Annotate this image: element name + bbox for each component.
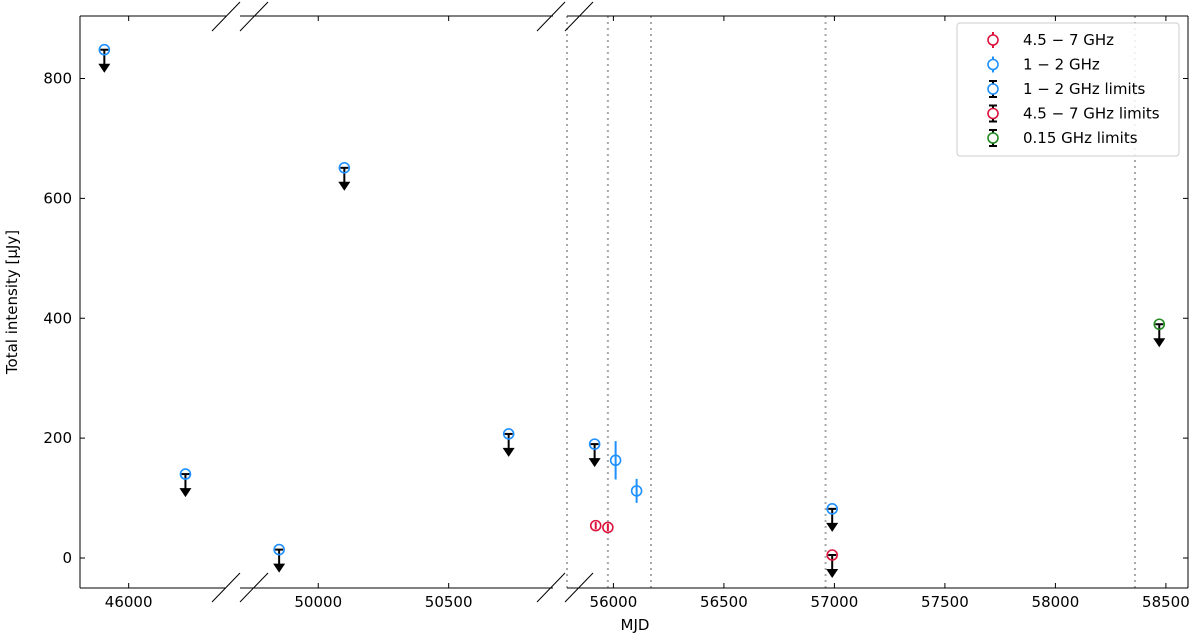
upper-limit-arrow (98, 63, 111, 73)
upper-limit-arrow (338, 181, 351, 191)
x-tick-label: 46000 (105, 593, 153, 611)
axis-break-mark (239, 1, 269, 32)
legend-marker (987, 34, 999, 46)
legend-box (956, 22, 1180, 157)
data-point (630, 485, 643, 497)
limit-point (826, 549, 838, 561)
x-axis-title: MJD (621, 616, 650, 634)
legend-entry: 1 − 2 GHz limits (987, 80, 1145, 98)
legend-label: 1 − 2 GHz (1023, 56, 1100, 74)
legend: 4.5 − 7 GHz 1 − 2 GHz 1 − 2 GHz limits 4.5 … (956, 22, 1180, 157)
y-tick-label: 200 (43, 429, 72, 447)
legend-entry: 4.5 − 7 GHz limits (987, 104, 1160, 123)
limit-point (588, 438, 601, 450)
data-marks (98, 43, 1166, 579)
legend-label: 4.5 − 7 GHz limits (1023, 105, 1160, 123)
upper-limit-arrow (826, 522, 839, 532)
limit-point (338, 162, 351, 174)
x-tick-label: 50000 (294, 593, 342, 611)
legend-marker (987, 132, 999, 144)
limit-point (98, 43, 111, 56)
axis-break-mark (239, 572, 269, 603)
y-tick-label: 400 (43, 309, 72, 327)
axis-break-mark (536, 572, 566, 603)
data-point (589, 519, 602, 532)
limit-point (179, 468, 192, 480)
axes: 0 200 400 600 800 46000 50000 50500 56000 56500 57… (43, 1, 1190, 611)
legend-entry: 0.15 GHz limits (987, 129, 1138, 147)
x-tick-label: 57500 (921, 593, 969, 611)
x-tick-label: 57000 (811, 593, 859, 611)
x-tick-label: 58500 (1142, 593, 1190, 611)
legend-marker (987, 107, 999, 120)
legend-entry: 4.5 − 7 GHz (987, 31, 1114, 49)
legend-marker (987, 58, 999, 71)
upper-limit-arrow (179, 488, 192, 498)
x-tick-label: 56000 (590, 593, 638, 611)
legend-entry: 1 − 2 GHz (987, 56, 1100, 74)
limit-point (1153, 318, 1166, 331)
upper-limit-arrow (826, 569, 839, 579)
y-tick-label: 800 (43, 70, 72, 88)
upper-limit-arrow (1153, 338, 1166, 348)
upper-limit-arrow (588, 458, 601, 468)
legend-marker (987, 83, 999, 95)
axis-break-mark (536, 1, 566, 32)
y-tick-label: 0 (62, 549, 72, 567)
data-point (609, 454, 622, 467)
x-tick-label: 58000 (1032, 593, 1080, 611)
upper-limit-arrow (502, 447, 515, 457)
legend-label: 0.15 GHz limits (1023, 129, 1138, 147)
x-tick-label: 50500 (425, 593, 473, 611)
data-point (602, 521, 614, 534)
upper-limit-arrow (273, 563, 286, 573)
limit-point (826, 503, 838, 515)
limit-point (273, 543, 285, 556)
legend-label: 4.5 − 7 GHz (1023, 31, 1114, 49)
limit-point (502, 428, 515, 440)
axis-break-mark (211, 572, 241, 603)
axis-break-mark (564, 572, 594, 603)
legend-label: 1 − 2 GHz limits (1023, 80, 1145, 98)
y-tick-label: 600 (43, 189, 72, 207)
axis-break-mark (211, 1, 241, 32)
x-tick-label: 56500 (700, 593, 748, 611)
axis-break-mark (564, 1, 594, 32)
y-axis-title: Total intensity [μJy] (3, 230, 21, 375)
